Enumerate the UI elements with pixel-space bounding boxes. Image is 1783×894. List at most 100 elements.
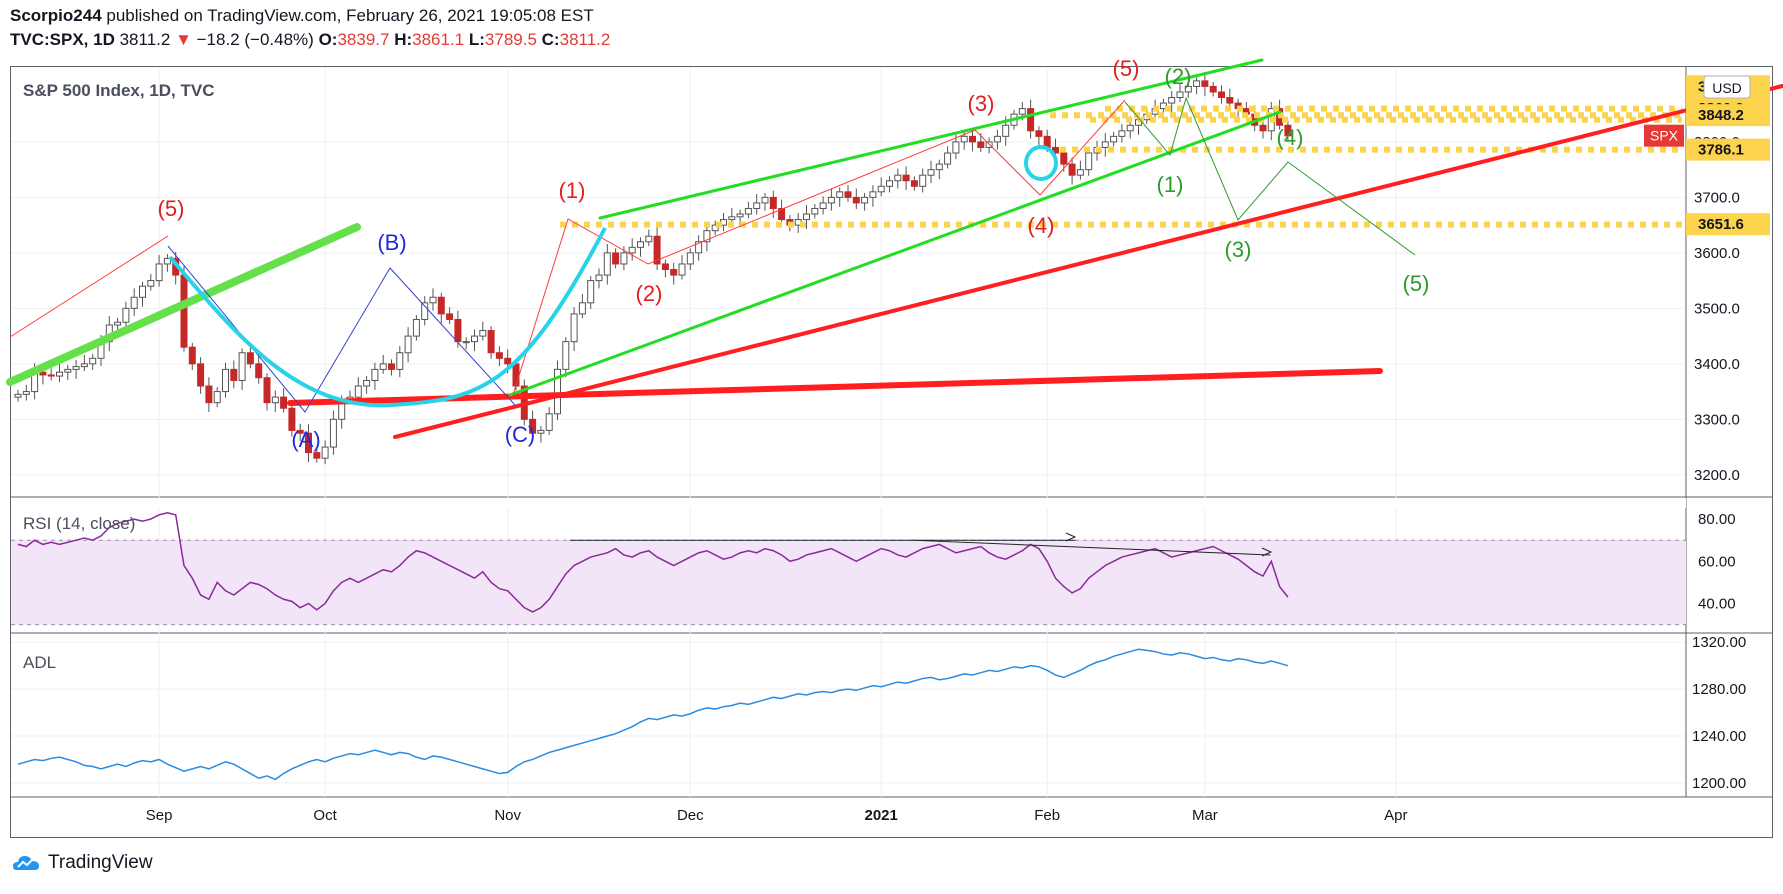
candle-body [661,263,669,271]
candle-body [495,352,503,359]
candle-body [421,302,429,320]
drawing-annotations: (5) (1) (2) (3) (4) (5) (1) (2) (3) (4) (5) (A) (B) (… [6,56,1783,781]
candle-body [811,207,819,215]
symbol-quote: TVC:SPX, 1D 3811.2 ▼ −18.2 (−0.48%) O:38… [10,30,610,50]
last-price: 3811.2 [119,30,171,49]
candle-body [72,366,80,370]
candle-body [89,357,97,365]
green-channel-line [6,223,361,386]
green-wave-path [1124,96,1416,256]
candle-body [412,318,420,337]
price-label-box [1686,104,1770,127]
candle-body [1068,163,1076,176]
candle-body [886,180,893,187]
candle-body [703,230,711,243]
adl-tick-label: 1200.00 [1692,775,1746,792]
price-change: −18.2 (−0.48%) [196,30,314,49]
time-axis-label: Nov [494,807,521,824]
red-wave-label: (4) [1028,213,1055,238]
candle-body [960,135,968,143]
price-label-value: 3786.1 [1698,142,1744,159]
candle-body [1201,80,1209,87]
price-label-value: 3651.6 [1698,216,1744,233]
red-wave-label: (1) [559,178,586,203]
candle-body [969,135,976,143]
rsi-divergence-line [911,539,1271,556]
time-axis-label: Oct [313,807,337,824]
candle-body [122,307,130,323]
candle-body [197,363,205,387]
candle-body [487,330,495,354]
adl-line [17,648,1289,781]
candle-body [363,379,371,387]
candle-body [130,296,138,309]
high-label: H: [394,30,413,49]
candle-body [686,252,694,265]
red-wave-label: (3) [968,91,995,116]
adl-tick-label: 1280.00 [1692,681,1746,698]
candle-body [803,213,810,221]
candle-body [645,235,653,243]
candle-body [1002,124,1010,137]
candle-body [902,174,910,182]
candle-body [612,252,620,265]
time-axis-label: Apr [1384,807,1407,824]
currency-badge [1703,75,1751,99]
candle-body [271,396,279,404]
candle-body [321,446,329,459]
candle-body [545,413,553,431]
high-value: 3861.1 [412,30,465,49]
candle-body [371,368,379,381]
candle-body [844,191,852,198]
green-upper-line [598,58,1264,220]
candle-body [288,407,296,431]
tradingview-logo[interactable]: TradingView [12,852,153,874]
low-value: 3789.5 [484,30,537,49]
candle-body [1226,97,1234,104]
candle-body [1184,85,1192,93]
red-wave-path [9,235,169,338]
candle-body [728,216,736,221]
time-axis-label: Feb [1034,807,1060,824]
green-lower-line [508,110,1282,397]
candle-body [819,202,827,209]
publish-info: Scorpio244 published on TradingView.com,… [10,6,594,26]
blue-wave-path [167,245,516,413]
rsi-tick-label: 80.00 [1698,511,1736,528]
candle-body [894,174,902,182]
candle-body [147,280,155,287]
candle-body [205,385,213,404]
candle-body [454,318,462,343]
chart-frame[interactable] [10,66,1773,838]
candle-body [56,371,63,377]
candle-body [1218,91,1225,99]
candle-body [695,241,703,254]
footer-brand: TradingView [48,852,153,873]
price-tick-label: 3600.0 [1694,245,1740,262]
candle-body [678,263,686,276]
publisher-name[interactable]: Scorpio244 [10,6,102,25]
candle-body [163,257,171,265]
candle-body [778,207,786,221]
candle-body [230,368,238,381]
candle-body [1110,135,1118,143]
currency-label: USD [1712,80,1742,96]
candle-body [537,429,545,434]
price-tick-label: 3500.0 [1694,300,1740,317]
candle-body [1076,169,1084,176]
candle-body [80,363,88,368]
candle-body [329,418,337,448]
candle-body [836,191,844,198]
blue-wave-label: (C) [505,422,536,447]
candle-body [39,371,47,376]
candle-body [64,368,72,373]
candle-body [1259,124,1267,132]
chart-marks [14,71,1292,465]
adl-tick-label: 1320.00 [1692,634,1746,651]
price-label-box [1686,138,1770,161]
close-value: 3811.2 [559,30,611,49]
red-wave-label: (5) [158,196,185,221]
red-support-line [287,368,1383,406]
candle-body [1284,124,1292,137]
